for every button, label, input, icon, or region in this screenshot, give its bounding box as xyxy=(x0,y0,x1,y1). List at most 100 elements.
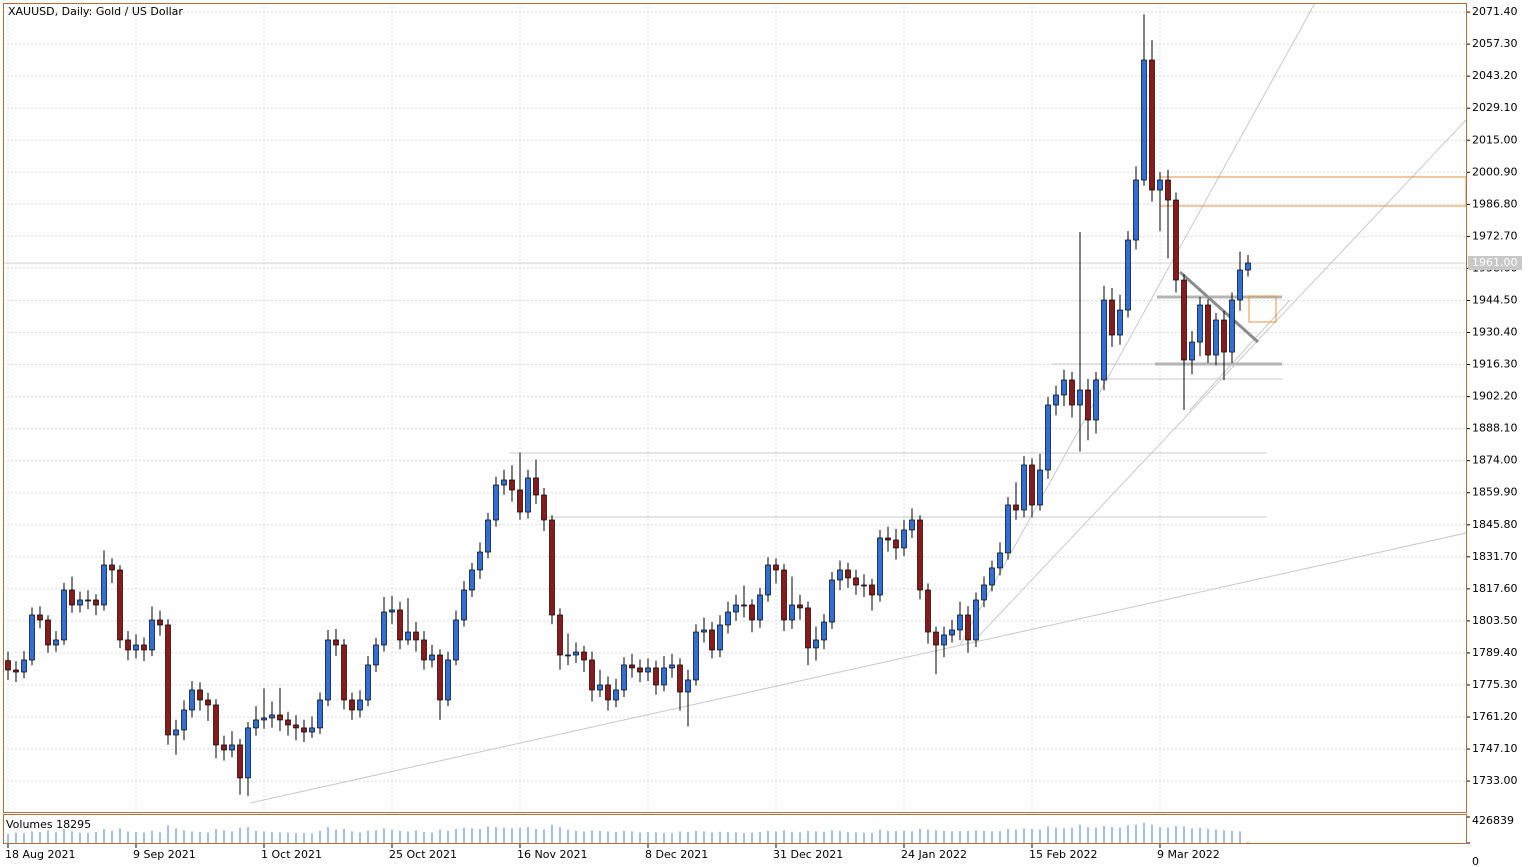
candle-body xyxy=(845,569,851,579)
candle-body xyxy=(1205,304,1211,356)
volume-tick-label: 0 xyxy=(1472,855,1479,867)
candle-body xyxy=(565,654,571,657)
y-tick-label: 1803.50 xyxy=(1472,614,1518,627)
candle-body xyxy=(573,651,579,656)
candle-body xyxy=(901,529,907,549)
candle-body xyxy=(1085,389,1091,421)
candle-body xyxy=(693,631,699,681)
x-tick-label: 9 Sep 2021 xyxy=(133,848,196,861)
x-tick-label: 1 Oct 2021 xyxy=(261,848,322,861)
y-tick-label: 2029.10 xyxy=(1472,101,1518,114)
candle-body xyxy=(165,624,171,736)
candle-body xyxy=(261,717,267,721)
candle-body xyxy=(829,579,835,623)
candle-body xyxy=(45,619,51,646)
grid xyxy=(3,3,1466,812)
candle-body xyxy=(741,604,747,607)
x-tick-label: 25 Oct 2021 xyxy=(389,848,457,861)
trend-line xyxy=(1178,270,1260,344)
candle-body xyxy=(1125,239,1131,311)
y-tick-label: 1972.70 xyxy=(1472,229,1518,242)
y-tick-label: 1874.00 xyxy=(1472,454,1518,467)
candle-body xyxy=(557,614,563,656)
candle-body xyxy=(1013,504,1019,511)
candle-body xyxy=(1221,319,1227,353)
candle-body xyxy=(1093,379,1099,421)
y-tick-label: 1902.20 xyxy=(1472,390,1518,403)
candle-body xyxy=(437,654,443,701)
candle-body xyxy=(1157,179,1163,191)
candle-body xyxy=(797,604,803,609)
drawings xyxy=(249,2,1467,804)
y-tick-label: 1761.20 xyxy=(1472,710,1518,723)
candle-body xyxy=(677,664,683,693)
y-tick-label: 1944.50 xyxy=(1472,293,1518,306)
candle-body xyxy=(117,569,123,641)
candle-body xyxy=(501,479,507,486)
candle-body xyxy=(773,564,779,571)
candle-body xyxy=(1045,404,1051,471)
candle-body xyxy=(1189,341,1195,361)
candle-body xyxy=(1133,179,1139,241)
candle-body xyxy=(461,589,467,621)
candle-body xyxy=(21,659,27,673)
candle-body xyxy=(789,604,795,621)
candle-body xyxy=(213,704,219,746)
candle-body xyxy=(445,659,451,701)
candle-body xyxy=(77,599,83,606)
candle-body xyxy=(629,664,635,669)
candle-body xyxy=(861,584,867,587)
y-tick-label: 2000.90 xyxy=(1472,165,1518,178)
candle-body xyxy=(533,477,539,496)
candle-body xyxy=(221,744,227,751)
candle-body xyxy=(237,744,243,779)
candle-body xyxy=(853,577,859,586)
candle-body xyxy=(61,589,67,641)
candle-body xyxy=(269,714,275,719)
price-pane-border xyxy=(3,3,1467,813)
candle-body xyxy=(1165,179,1171,201)
candle-body xyxy=(957,614,963,631)
candle-body xyxy=(421,639,427,661)
volume-label: Volumes 18295 xyxy=(6,818,91,831)
candle-body xyxy=(157,619,163,626)
candle-body xyxy=(589,659,595,691)
candle-body xyxy=(1061,379,1067,396)
candle-body xyxy=(133,644,139,651)
y-tick-label: 1817.60 xyxy=(1472,582,1518,595)
x-tick-label: 16 Nov 2021 xyxy=(517,848,587,861)
candle-body xyxy=(301,727,307,733)
candle-body xyxy=(645,667,651,673)
candle-body xyxy=(997,552,1003,569)
candle-body xyxy=(1237,269,1243,301)
candle-body xyxy=(749,604,755,621)
candle-body xyxy=(357,699,363,711)
candle-body xyxy=(285,719,291,726)
candle-body xyxy=(205,699,211,706)
y-tick-label: 1775.30 xyxy=(1472,678,1518,691)
trend-line xyxy=(959,2,1316,646)
candle-body xyxy=(541,494,547,521)
candle-body xyxy=(917,519,923,591)
trend-line xyxy=(249,532,1467,804)
x-tick-label: 31 Dec 2021 xyxy=(773,848,843,861)
candle-body xyxy=(837,569,843,581)
candle-body xyxy=(1037,469,1043,506)
x-tick-label: 18 Aug 2021 xyxy=(5,848,75,861)
candle-body xyxy=(637,667,643,673)
candle-body xyxy=(317,699,323,729)
candle-body xyxy=(485,519,491,553)
y-tick-label: 1986.80 xyxy=(1472,197,1518,210)
candle-body xyxy=(965,614,971,641)
candle-body xyxy=(1229,299,1235,353)
candle-body xyxy=(245,727,251,779)
candle-body xyxy=(493,484,499,521)
candle-body xyxy=(1077,389,1083,406)
candle-body xyxy=(1197,304,1203,343)
trend-line xyxy=(1189,299,1291,411)
candle-body xyxy=(989,567,995,586)
candle-body xyxy=(1141,59,1147,181)
candle-body xyxy=(309,727,315,733)
candle-body xyxy=(517,489,523,513)
